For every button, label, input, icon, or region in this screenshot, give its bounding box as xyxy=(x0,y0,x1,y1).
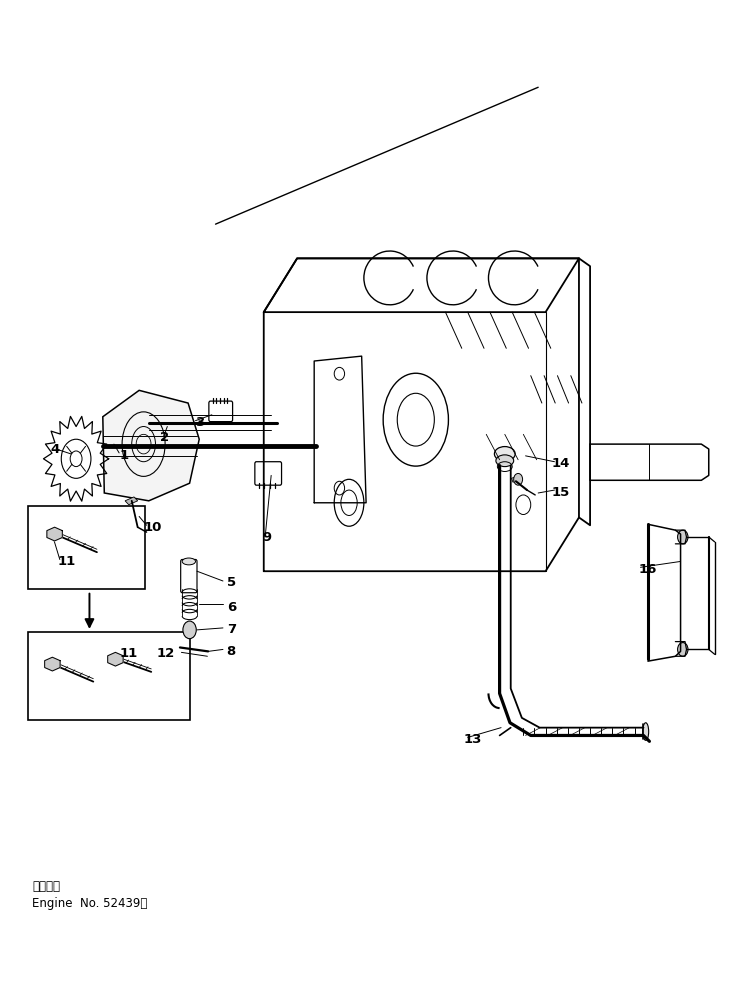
Ellipse shape xyxy=(496,455,514,466)
Polygon shape xyxy=(47,528,62,541)
Text: 適用号機: 適用号機 xyxy=(32,880,60,892)
Circle shape xyxy=(70,451,82,466)
Polygon shape xyxy=(108,653,123,667)
Text: 3: 3 xyxy=(196,416,205,429)
Circle shape xyxy=(677,530,688,544)
FancyBboxPatch shape xyxy=(255,461,281,485)
Text: 4: 4 xyxy=(51,443,60,456)
Ellipse shape xyxy=(494,447,515,461)
Text: Engine  No. 52439～: Engine No. 52439～ xyxy=(32,897,148,910)
FancyBboxPatch shape xyxy=(209,401,232,422)
Bar xyxy=(28,506,145,589)
Circle shape xyxy=(514,473,523,485)
Text: 10: 10 xyxy=(143,521,162,533)
Text: 2: 2 xyxy=(160,431,169,444)
Text: 14: 14 xyxy=(551,458,570,470)
Circle shape xyxy=(183,621,196,639)
Ellipse shape xyxy=(182,558,196,565)
Polygon shape xyxy=(103,390,200,501)
Text: 15: 15 xyxy=(551,486,570,500)
Circle shape xyxy=(677,643,688,657)
Text: 9: 9 xyxy=(262,531,272,544)
Text: 5: 5 xyxy=(226,577,236,590)
Bar xyxy=(28,632,190,720)
Ellipse shape xyxy=(643,723,649,740)
Text: 11: 11 xyxy=(58,555,76,568)
Text: 7: 7 xyxy=(226,623,236,636)
Polygon shape xyxy=(125,497,138,505)
Text: 1: 1 xyxy=(119,450,128,462)
Polygon shape xyxy=(45,658,60,670)
Polygon shape xyxy=(512,475,520,482)
Text: 11: 11 xyxy=(119,647,137,660)
Text: 16: 16 xyxy=(638,563,657,576)
Text: 13: 13 xyxy=(464,733,482,745)
Text: 12: 12 xyxy=(156,647,175,660)
FancyBboxPatch shape xyxy=(181,559,197,593)
Text: 6: 6 xyxy=(226,600,236,614)
Text: 8: 8 xyxy=(226,645,236,658)
